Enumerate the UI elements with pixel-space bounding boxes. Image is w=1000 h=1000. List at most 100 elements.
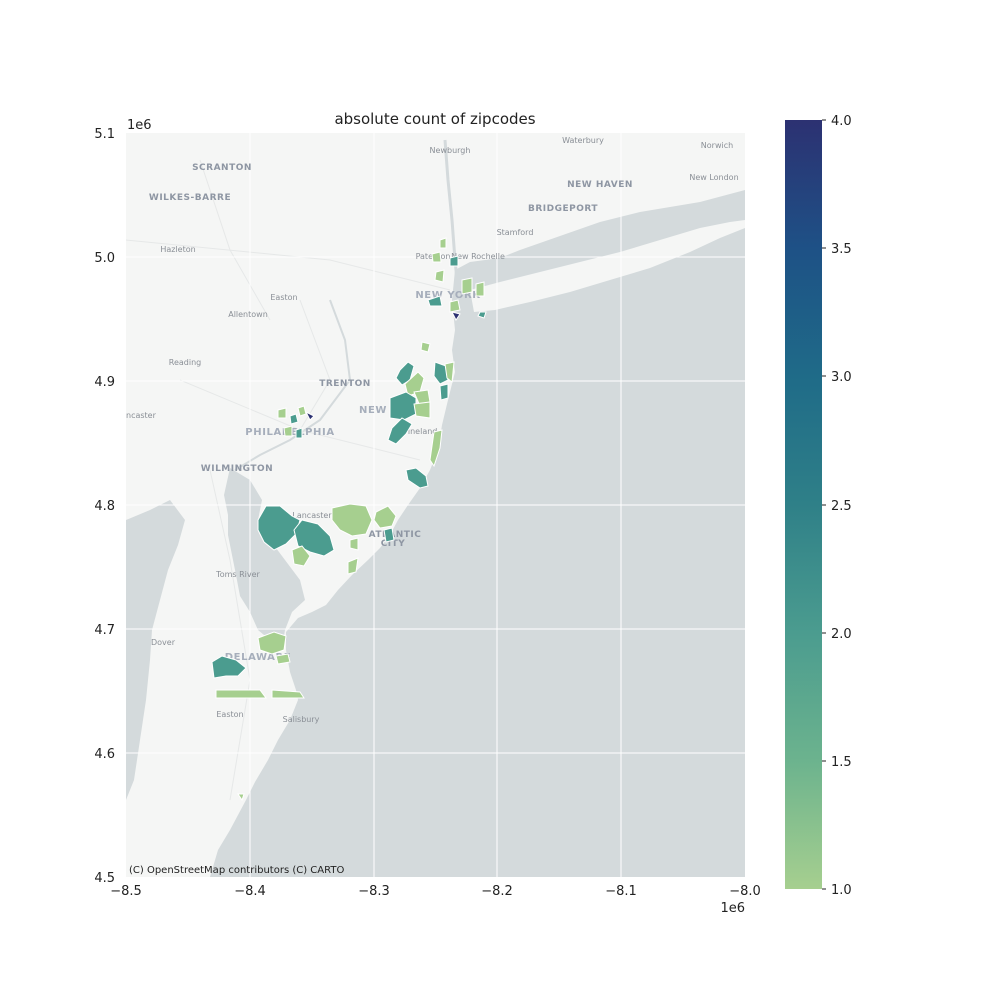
label-easton: Easton xyxy=(270,293,297,302)
region-sj-6 xyxy=(373,505,397,529)
region-mon-6 xyxy=(439,383,449,401)
map-area[interactable]: SCRANTON WILKES-BARRE Newburgh Waterbury… xyxy=(126,133,745,877)
y-axis: 5.1 5.0 4.9 4.8 4.7 4.6 4.5 1e6 xyxy=(94,118,151,886)
y-tick-label: 4.7 xyxy=(94,623,115,638)
region-de-2 xyxy=(211,655,247,679)
region-sj-3 xyxy=(291,545,311,567)
delaware-bay xyxy=(224,468,305,648)
label-trenton: TRENTON xyxy=(319,379,371,389)
colorbar-tick-label: 3.5 xyxy=(831,242,852,257)
label-new-london: New London xyxy=(689,173,738,182)
colorbar-tick-label: 3.0 xyxy=(831,370,852,385)
x-tick-label: −8.1 xyxy=(605,884,637,899)
region-phl-5 xyxy=(283,425,293,437)
region-de-6 xyxy=(237,793,245,802)
x-axis: −8.5 −8.4 −8.3 −8.2 −8.1 −8.0 1e6 xyxy=(110,884,761,916)
label-salisbury: Easton xyxy=(216,710,243,719)
label-lancaster: ncaster xyxy=(126,411,157,420)
region-sj-7 xyxy=(383,527,395,543)
region-nyc-8 xyxy=(449,299,461,313)
region-nyc-2 xyxy=(431,251,442,263)
label-new-rochelle: New Rochelle xyxy=(451,252,505,261)
land-long-island xyxy=(470,220,745,312)
y-tick-label: 4.6 xyxy=(94,747,115,762)
region-de-1 xyxy=(257,631,287,655)
region-phl-3 xyxy=(297,405,307,417)
label-hazleton: Hazleton xyxy=(160,245,195,254)
y-tick-label: 5.0 xyxy=(94,251,115,266)
y-tick-label: 4.9 xyxy=(94,375,115,390)
region-mon-9 xyxy=(413,401,431,419)
y-tick-label: 4.5 xyxy=(94,871,115,886)
x-tick-label: −8.3 xyxy=(358,884,390,899)
y-tick-label: 4.8 xyxy=(94,499,115,514)
hudson xyxy=(443,139,460,291)
x-tick-label: −8.5 xyxy=(110,884,142,899)
region-mon-10 xyxy=(387,417,413,445)
y-tick-label: 5.1 xyxy=(94,127,115,142)
x-tick-label: −8.0 xyxy=(729,884,761,899)
label-ocean-city: Salisbury xyxy=(283,715,320,724)
colorbar-tick-label: 4.0 xyxy=(831,114,852,129)
label-wilmington: WILMINGTON xyxy=(201,464,273,474)
region-phl-4 xyxy=(304,410,315,421)
x-tick-label: −8.4 xyxy=(234,884,266,899)
label-newburgh: Newburgh xyxy=(430,146,471,155)
label-new-york: NEW YORK xyxy=(415,290,481,301)
zipcode-regions xyxy=(211,237,487,802)
gridlines xyxy=(126,133,745,877)
region-nyc-6 xyxy=(475,281,485,297)
label-dover: Toms River xyxy=(215,570,260,579)
map-attribution: (C) OpenStreetMap contributors (C) CARTO xyxy=(129,865,344,876)
label-allentown: Allentown xyxy=(228,310,268,319)
region-de-3 xyxy=(275,653,291,665)
chesapeake-bay xyxy=(126,500,185,800)
region-sj-5 xyxy=(349,537,359,551)
x-tick-label: −8.2 xyxy=(481,884,513,899)
colorbar-tick-label: 1.5 xyxy=(831,755,852,770)
region-sj-8 xyxy=(347,557,359,575)
region-nyc-9 xyxy=(451,311,461,321)
region-phl-1 xyxy=(277,407,287,419)
label-bridgeport: BRIDGEPORT xyxy=(528,204,598,214)
label-stamford: Stamford xyxy=(497,228,534,237)
region-de-4 xyxy=(215,689,267,699)
colorbar-tick-label: 2.0 xyxy=(831,627,852,642)
region-mon-3 xyxy=(444,361,455,383)
label-reading: Reading xyxy=(169,358,201,367)
region-nyc-1 xyxy=(439,237,447,249)
region-nyc-4 xyxy=(434,269,445,283)
region-mon-7 xyxy=(389,391,417,421)
region-sj-4 xyxy=(331,503,373,537)
region-phl-6 xyxy=(295,427,303,439)
label-delaware: DELAWARE xyxy=(225,652,291,663)
x-exponent: 1e6 xyxy=(720,901,745,916)
region-nyc-3 xyxy=(449,255,459,267)
label-easton-md: Dover xyxy=(151,638,176,647)
region-mon-2 xyxy=(433,361,449,385)
label-norwich: Norwich xyxy=(701,141,733,150)
colorbar-tick-label: 1.0 xyxy=(831,883,852,898)
label-new-jersey: NEW xyxy=(359,405,387,416)
label-toms-river: Vineland xyxy=(403,427,438,436)
region-de-5 xyxy=(271,689,305,699)
region-mon-12 xyxy=(405,467,429,489)
label-new-haven: NEW HAVEN xyxy=(567,180,633,190)
label-atlantic: ATLANTIC xyxy=(369,530,422,540)
colorbar: 1.0 1.5 2.0 2.5 3.0 3.5 4.0 xyxy=(785,114,852,898)
region-nyc-5 xyxy=(461,277,473,295)
colorbar-tick-label: 2.5 xyxy=(831,499,852,514)
y-exponent: 1e6 xyxy=(127,118,152,133)
region-phl-2 xyxy=(289,413,299,425)
region-nyc-10 xyxy=(477,311,487,319)
region-mon-1 xyxy=(420,341,431,353)
map-title: absolute count of zipcodes xyxy=(334,110,535,128)
colorbar-gradient xyxy=(785,120,822,889)
label-waterbury: Waterbury xyxy=(562,136,604,145)
label-scranton: SCRANTON xyxy=(192,163,252,173)
region-nyc-7 xyxy=(427,295,443,307)
label-city: CITY xyxy=(381,539,406,549)
delaware-river xyxy=(234,299,352,471)
label-wilkes-barre: WILKES-BARRE xyxy=(149,193,231,203)
